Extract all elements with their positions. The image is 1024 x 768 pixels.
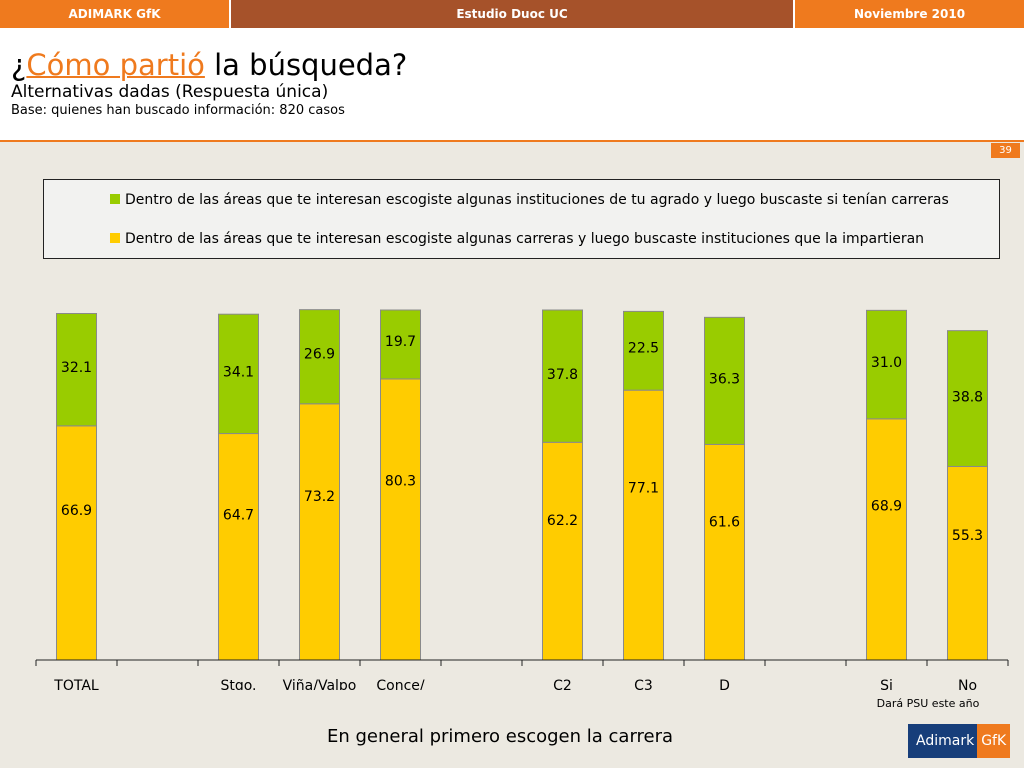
- category-label: Conce/: [376, 678, 425, 690]
- bar-segment-yellow: [542, 441, 583, 661]
- data-label-green: 38.8: [952, 389, 983, 405]
- data-label-yellow: 64.7: [223, 508, 254, 524]
- legend-swatch-yellow: [110, 233, 120, 243]
- data-label-green: 34.1: [223, 364, 254, 380]
- data-label-yellow: 62.2: [547, 513, 578, 529]
- bar-segment-green: [56, 313, 97, 427]
- data-label-green: 19.7: [385, 334, 416, 350]
- bar-segment-green: [380, 309, 421, 380]
- logo-main: Adimark: [916, 733, 975, 749]
- title-suffix: la búsqueda?: [204, 48, 408, 82]
- category-label: C2: [553, 678, 572, 690]
- top-bar: ADIMARK GfK Estudio Duoc UC Noviembre 20…: [0, 0, 1024, 28]
- data-label-yellow: 61.6: [709, 514, 740, 530]
- category-label: C3: [634, 678, 653, 690]
- bar-segment-green: [866, 309, 907, 420]
- legend-item-green: Dentro de las áreas que te interesan esc…: [110, 191, 949, 209]
- title-highlight: Cómo partió: [26, 48, 205, 82]
- category-label: Si: [880, 678, 893, 690]
- category-label: Viña/Valpo: [283, 678, 357, 690]
- legend-label-yellow: Dentro de las áreas que te interesan esc…: [125, 231, 925, 247]
- data-label-yellow: 66.9: [61, 503, 92, 519]
- bar-segment-yellow: [380, 378, 421, 661]
- chart-caption: En general primero escogen la carrera: [326, 726, 674, 747]
- chart-legend: Dentro de las áreas que te interesan esc…: [43, 179, 1000, 259]
- bar-segment-green: [623, 310, 664, 391]
- data-label-yellow: 55.3: [952, 528, 983, 544]
- bar-segment-yellow: [299, 403, 340, 661]
- category-label: No: [958, 678, 977, 690]
- company-label: ADIMARK GfK: [0, 0, 229, 28]
- stacked-bar-chart: 66.9 32.1 TOTAL 64.7 34.1 Stgo. 73.2 26.9 Viña/V…: [35, 309, 1009, 690]
- title-prefix: ¿: [11, 48, 27, 82]
- data-label-green: 22.5: [628, 340, 659, 356]
- group-note: Dará PSU este año: [876, 697, 980, 710]
- data-label-yellow: 68.9: [871, 498, 902, 514]
- bar-segment-yellow: [623, 389, 664, 661]
- adimark-gfk-logo: Adimark GfK: [908, 724, 1011, 758]
- bar-segment-green: [947, 330, 988, 467]
- data-label-green: 37.8: [547, 367, 578, 383]
- page-subtitle: Alternativas dadas (Respuesta única): [11, 82, 329, 102]
- data-label-green: 32.1: [61, 360, 92, 376]
- bar-segment-yellow: [947, 465, 988, 661]
- page-title: ¿Cómo partió la búsqueda?: [11, 48, 407, 82]
- bar-segment-yellow: [56, 425, 97, 661]
- study-label: Estudio Duoc UC: [231, 0, 793, 28]
- bar-segment-yellow: [218, 433, 259, 661]
- date-label: Noviembre 2010: [795, 0, 1024, 28]
- slide-header: ¿Cómo partió la búsqueda? Alternativas d…: [0, 28, 1024, 142]
- bar-segment-green: [218, 313, 259, 435]
- bar-segment-green: [704, 316, 745, 445]
- bar-segment-yellow: [704, 443, 745, 661]
- data-label-yellow: 77.1: [628, 481, 659, 497]
- base-note: Base: quienes han buscado información: 8…: [11, 103, 345, 118]
- data-label-green: 36.3: [709, 371, 740, 387]
- data-label-green: 26.9: [304, 347, 335, 363]
- bar-segment-yellow: [866, 418, 907, 661]
- data-label-yellow: 73.2: [304, 489, 335, 505]
- bar-segment-green: [542, 309, 583, 443]
- legend-item-yellow: Dentro de las áreas que te interesan esc…: [110, 230, 924, 248]
- legend-swatch-green: [110, 194, 120, 204]
- logo-sub: GfK: [977, 724, 1011, 758]
- category-label: D: [719, 678, 730, 690]
- category-label: Stgo.: [220, 678, 256, 690]
- legend-label-green: Dentro de las áreas que te interesan esc…: [125, 192, 949, 208]
- data-label-yellow: 80.3: [385, 474, 416, 490]
- category-label: TOTAL: [53, 678, 99, 690]
- bar-segment-green: [299, 309, 340, 405]
- data-label-green: 31.0: [871, 355, 902, 371]
- page-number: 39: [991, 143, 1020, 158]
